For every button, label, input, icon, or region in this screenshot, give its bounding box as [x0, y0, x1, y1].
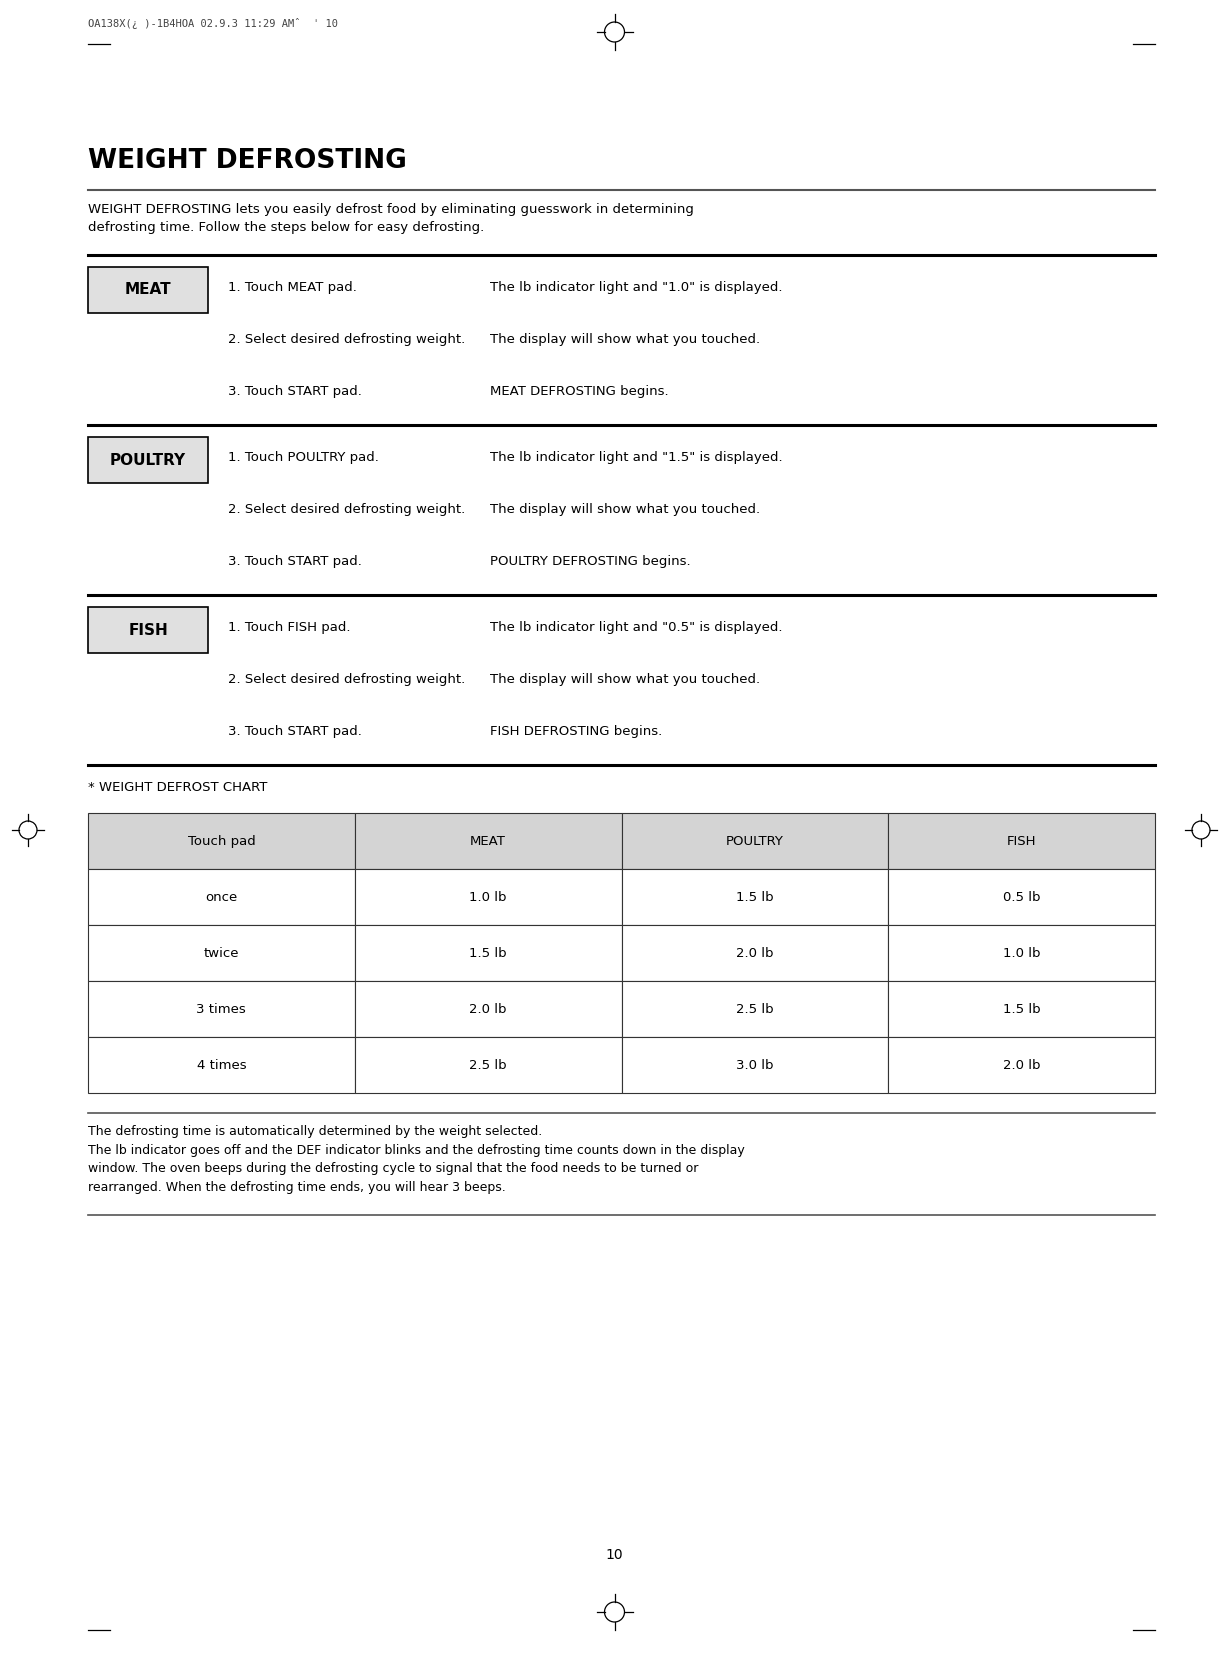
Text: The lb indicator light and "0.5" is displayed.: The lb indicator light and "0.5" is disp…: [490, 621, 783, 634]
Text: 2.0 lb: 2.0 lb: [736, 946, 773, 959]
Text: 1. Touch FISH pad.: 1. Touch FISH pad.: [229, 621, 350, 634]
Bar: [355, 1038, 622, 1092]
Text: 3. Touch START pad.: 3. Touch START pad.: [229, 554, 361, 568]
Bar: [889, 925, 1155, 981]
Text: 3.0 lb: 3.0 lb: [736, 1059, 773, 1071]
Bar: [88, 925, 355, 981]
Text: 1.5 lb: 1.5 lb: [469, 946, 506, 959]
Bar: [622, 813, 889, 868]
Text: 3. Touch START pad.: 3. Touch START pad.: [229, 385, 361, 398]
Bar: [355, 925, 622, 981]
Bar: [88, 267, 208, 314]
Bar: [88, 1038, 355, 1092]
Text: POULTRY: POULTRY: [726, 835, 784, 848]
Bar: [88, 437, 208, 483]
Bar: [622, 925, 889, 981]
Bar: [622, 868, 889, 925]
Bar: [622, 981, 889, 1038]
Bar: [88, 981, 355, 1038]
Bar: [88, 608, 208, 652]
Text: The display will show what you touched.: The display will show what you touched.: [490, 503, 760, 516]
Text: FISH: FISH: [128, 622, 168, 637]
Bar: [355, 868, 622, 925]
Text: 2.5 lb: 2.5 lb: [736, 1003, 774, 1016]
Text: twice: twice: [204, 946, 240, 959]
Bar: [889, 981, 1155, 1038]
Text: MEAT DEFROSTING begins.: MEAT DEFROSTING begins.: [490, 385, 669, 398]
Bar: [355, 981, 622, 1038]
Text: MEAT: MEAT: [471, 835, 506, 848]
Text: 2.0 lb: 2.0 lb: [1003, 1059, 1041, 1071]
Text: 2.5 lb: 2.5 lb: [469, 1059, 506, 1071]
Text: 2. Select desired defrosting weight.: 2. Select desired defrosting weight.: [229, 503, 466, 516]
Text: 1.5 lb: 1.5 lb: [1003, 1003, 1041, 1016]
Text: 10: 10: [606, 1549, 623, 1562]
Text: The lb indicator light and "1.5" is displayed.: The lb indicator light and "1.5" is disp…: [490, 452, 783, 465]
Text: The display will show what you touched.: The display will show what you touched.: [490, 334, 760, 345]
Text: MEAT: MEAT: [124, 282, 171, 297]
Bar: [889, 813, 1155, 868]
Text: The lb indicator light and "1.0" is displayed.: The lb indicator light and "1.0" is disp…: [490, 281, 783, 294]
Text: 2.0 lb: 2.0 lb: [469, 1003, 506, 1016]
Text: Touch pad: Touch pad: [188, 835, 256, 848]
Text: 3. Touch START pad.: 3. Touch START pad.: [229, 725, 361, 739]
Bar: [355, 813, 622, 868]
Text: once: once: [205, 890, 237, 903]
Bar: [88, 868, 355, 925]
Text: 3 times: 3 times: [197, 1003, 246, 1016]
Bar: [88, 813, 355, 868]
Text: * WEIGHT DEFROST CHART: * WEIGHT DEFROST CHART: [88, 780, 268, 793]
Text: 1.5 lb: 1.5 lb: [736, 890, 774, 903]
Text: 2. Select desired defrosting weight.: 2. Select desired defrosting weight.: [229, 672, 466, 686]
Text: OA138X(¿ )-1B4HOA 02.9.3 11:29 AMˆ  ˈ 10: OA138X(¿ )-1B4HOA 02.9.3 11:29 AMˆ ˈ 10: [88, 18, 338, 28]
Text: POULTRY: POULTRY: [109, 453, 186, 468]
Bar: [622, 1038, 889, 1092]
Text: POULTRY DEFROSTING begins.: POULTRY DEFROSTING begins.: [490, 554, 691, 568]
Bar: [889, 1038, 1155, 1092]
Text: 0.5 lb: 0.5 lb: [1003, 890, 1041, 903]
Text: FISH: FISH: [1007, 835, 1036, 848]
Text: 4 times: 4 times: [197, 1059, 246, 1071]
Text: WEIGHT DEFROSTING: WEIGHT DEFROSTING: [88, 148, 407, 174]
Bar: [889, 868, 1155, 925]
Text: The display will show what you touched.: The display will show what you touched.: [490, 672, 760, 686]
Text: 2. Select desired defrosting weight.: 2. Select desired defrosting weight.: [229, 334, 466, 345]
Text: FISH DEFROSTING begins.: FISH DEFROSTING begins.: [490, 725, 662, 739]
Text: 1.0 lb: 1.0 lb: [1003, 946, 1041, 959]
Text: 1. Touch MEAT pad.: 1. Touch MEAT pad.: [229, 281, 356, 294]
Text: The defrosting time is automatically determined by the weight selected.
The lb i: The defrosting time is automatically det…: [88, 1125, 745, 1194]
Text: 1. Touch POULTRY pad.: 1. Touch POULTRY pad.: [229, 452, 379, 465]
Text: 1.0 lb: 1.0 lb: [469, 890, 506, 903]
Text: WEIGHT DEFROSTING lets you easily defrost food by eliminating guesswork in deter: WEIGHT DEFROSTING lets you easily defros…: [88, 203, 694, 234]
